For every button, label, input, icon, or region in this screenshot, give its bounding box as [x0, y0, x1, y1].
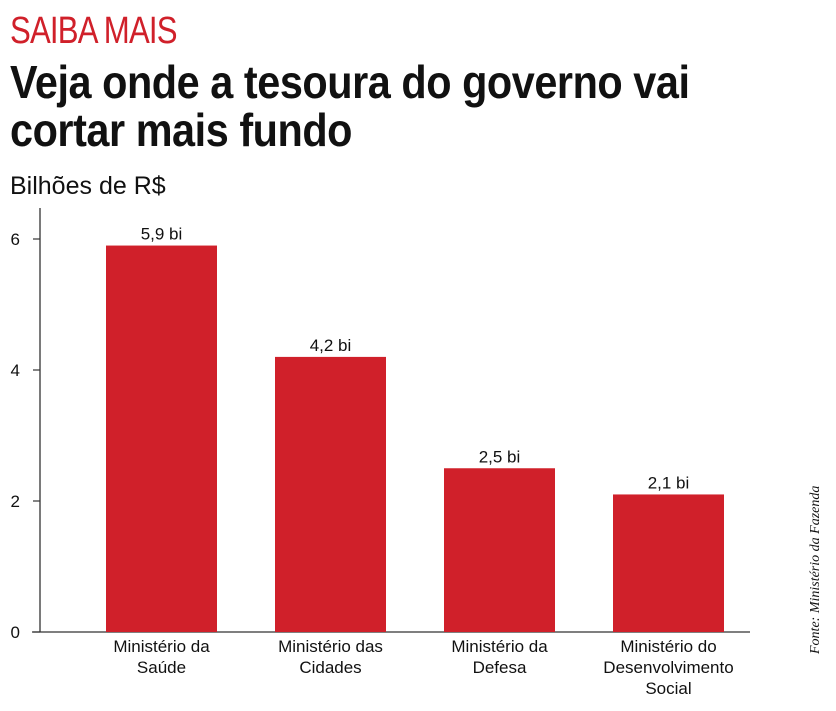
x-category-label: Ministério do Desenvolvimento Social	[603, 637, 733, 698]
x-category-label: Ministério da Saúde	[113, 637, 210, 677]
x-category-label-line: Defesa	[473, 658, 527, 677]
x-category-label-line: Ministério do	[620, 637, 716, 656]
x-category-label-line: Social	[645, 679, 691, 698]
bar	[106, 245, 217, 633]
section-kicker: SAIBA MAIS	[10, 10, 178, 52]
bar	[613, 494, 724, 632]
y-tick-label: 4	[11, 361, 20, 380]
y-axis-unit-label: Bilhões de R$	[10, 172, 166, 200]
bar	[275, 356, 386, 632]
x-category-label: Ministério das Cidades	[278, 637, 383, 677]
y-tick-label: 2	[11, 492, 20, 511]
x-category-label-line: Ministério da	[113, 637, 210, 656]
data-label: 4,2 bi	[310, 336, 352, 355]
y-tick-label: 6	[11, 230, 20, 249]
y-tick-label: 0	[11, 623, 20, 642]
x-category-label-line: Saúde	[137, 658, 186, 677]
bar	[444, 468, 555, 632]
chart-title: Veja onde a tesoura do governo vai corta…	[10, 56, 690, 156]
x-category-label-line: Ministério da	[451, 637, 548, 656]
data-label: 5,9 bi	[141, 225, 183, 244]
data-label: 2,1 bi	[648, 473, 690, 492]
x-category-label-line: Cidades	[299, 658, 361, 677]
x-category-label-line: Desenvolvimento	[603, 658, 733, 677]
source-credit: Fonte: Ministério da Fazenda	[808, 486, 823, 655]
data-label: 2,5 bi	[479, 447, 521, 466]
x-category-label: Ministério da Defesa	[451, 637, 548, 677]
x-category-label-line: Ministério das	[278, 637, 383, 656]
